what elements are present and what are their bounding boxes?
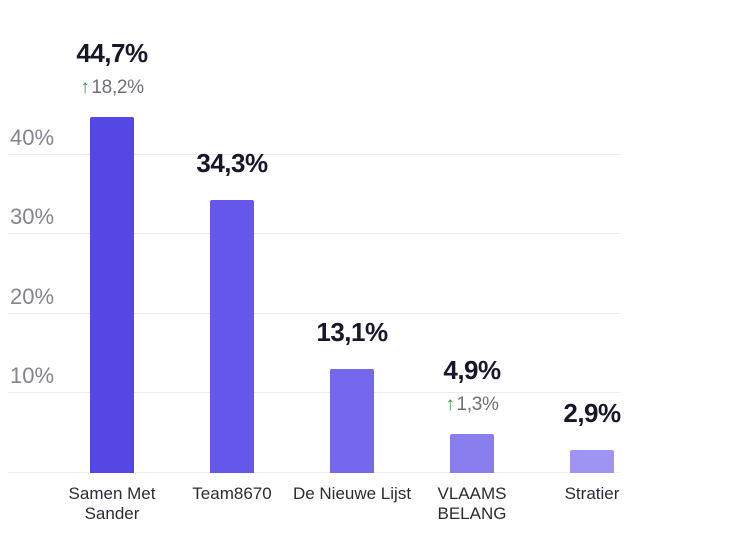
gridline-10 [8, 392, 620, 393]
bar-5[interactable] [570, 450, 614, 473]
bar-4[interactable] [450, 434, 494, 473]
y-axis-tick-label: 40% [10, 125, 55, 150]
arrow-up-icon: ↑ [445, 394, 455, 415]
bar-2[interactable] [210, 200, 254, 473]
bar-value-label: 4,9% [443, 355, 501, 385]
bar-3[interactable] [330, 369, 374, 473]
x-axis-category-label: Stratier [564, 484, 620, 503]
arrow-up-icon: ↑ [80, 77, 90, 98]
bar-value-label: 34,3% [196, 148, 268, 178]
gridline-0 [8, 472, 620, 473]
change-value: 1,3% [456, 394, 499, 415]
gridline-20 [8, 313, 620, 314]
gridline-30 [8, 233, 620, 234]
gridline-40 [8, 154, 620, 155]
bar-value-label: 2,9% [563, 398, 621, 428]
x-axis-category-label: VLAAMS BELANG [437, 484, 507, 523]
bar-value-label: 13,1% [316, 317, 388, 347]
bar-1[interactable] [90, 117, 134, 473]
bar-change-label: ↑ 1,3% [402, 395, 542, 414]
bar-change-label: ↑ 18,2% [42, 78, 182, 97]
y-axis-tick-label: 10% [10, 363, 55, 388]
x-axis-category-label: Samen Met Sander [68, 484, 156, 523]
x-axis-category-label: De Nieuwe Lijst [292, 484, 412, 503]
y-axis-tick-label: 20% [10, 284, 55, 309]
y-axis-tick-label: 30% [10, 204, 55, 229]
bar-value-label: 44,7% [76, 38, 148, 68]
x-axis-category-label: Team8670 [192, 484, 272, 503]
chart-plot-area: 10% 20% 30% 40% 44,7% ↑ 18,2% 34,3% 13,1% 4,9% ↑ 1,… [8, 38, 621, 473]
change-value: 18,2% [91, 77, 144, 98]
